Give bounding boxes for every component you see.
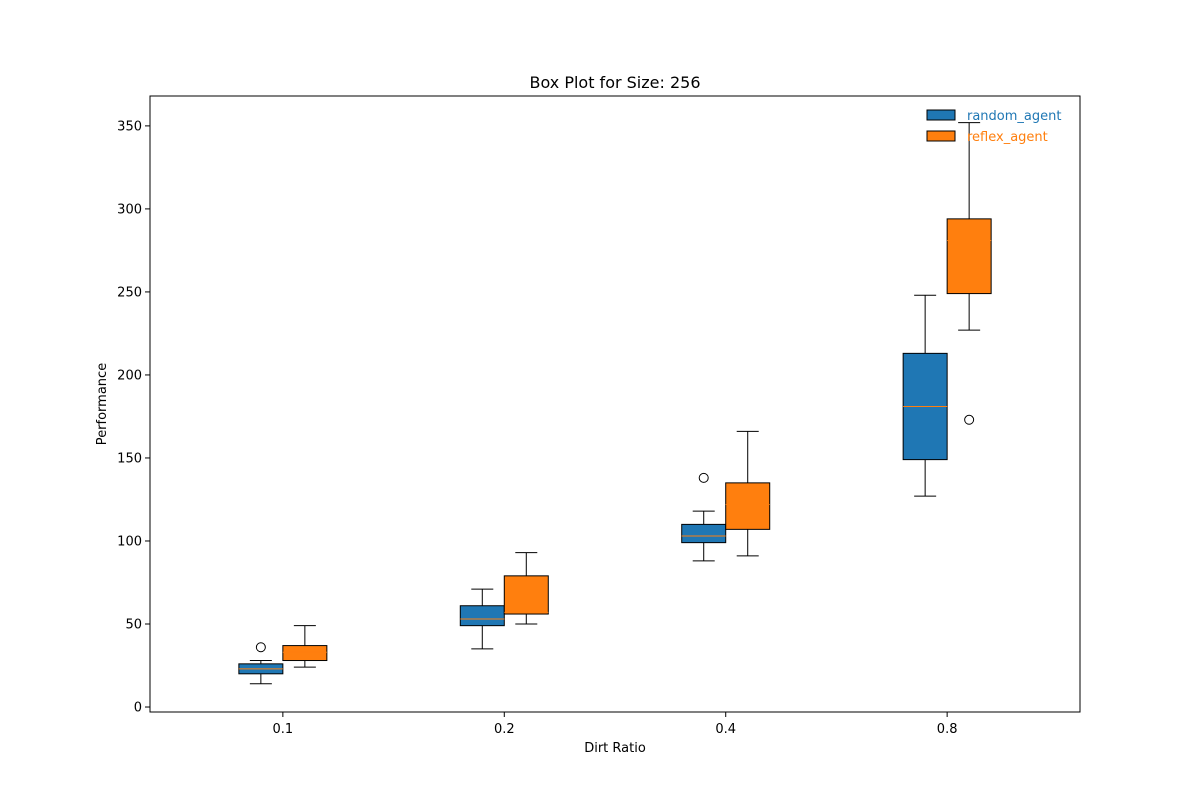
box-random_agent-0.8 xyxy=(902,294,948,497)
box-reflex_agent-0.8 xyxy=(946,122,992,425)
y-tick-label: 200 xyxy=(117,368,142,383)
y-tick-label: 100 xyxy=(117,534,142,549)
y-tick-label: 0 xyxy=(134,701,142,716)
x-tick-label: 0.2 xyxy=(494,722,515,737)
y-axis-label: Performance xyxy=(95,363,110,445)
box-reflex_agent-0.1 xyxy=(282,625,328,668)
y-tick-label: 250 xyxy=(117,285,142,300)
box-body xyxy=(946,218,992,295)
box-body xyxy=(503,575,549,615)
legend: random_agent reflex_agent xyxy=(926,109,1061,145)
x-tick-label: 0.1 xyxy=(273,722,294,737)
legend-swatch xyxy=(926,109,956,121)
box-random_agent-0.2 xyxy=(459,588,505,650)
x-axis: 0.1 0.2 0.4 0.8 xyxy=(273,712,958,737)
box-body xyxy=(282,645,328,662)
box-body xyxy=(681,523,727,544)
legend-swatch xyxy=(926,130,956,142)
outlier-point xyxy=(255,642,266,653)
box-random_agent-0.1 xyxy=(238,642,284,685)
chart-title: Box Plot for Size: 256 xyxy=(529,73,700,92)
legend-label: random_agent xyxy=(967,109,1061,124)
x-tick-label: 0.4 xyxy=(715,722,736,737)
plot-area-frame xyxy=(149,95,1081,713)
x-tick-label: 0.8 xyxy=(937,722,958,737)
y-tick-label: 150 xyxy=(117,451,142,466)
y-tick-label: 300 xyxy=(117,202,142,217)
y-tick-label: 50 xyxy=(125,618,142,633)
y-tick-label: 350 xyxy=(117,119,142,134)
outlier-point xyxy=(698,472,709,483)
box-body xyxy=(459,605,505,627)
y-axis: 0 50 100 150 200 250 300 350 xyxy=(117,119,150,716)
legend-label: reflex_agent xyxy=(967,130,1048,145)
box-reflex_agent-0.2 xyxy=(503,552,549,625)
box-series-group xyxy=(238,122,992,685)
outlier-point xyxy=(964,414,975,425)
box-random_agent-0.4 xyxy=(681,472,727,562)
x-axis-label: Dirt Ratio xyxy=(584,741,646,756)
box-reflex_agent-0.4 xyxy=(725,430,771,557)
box-body xyxy=(725,482,771,530)
